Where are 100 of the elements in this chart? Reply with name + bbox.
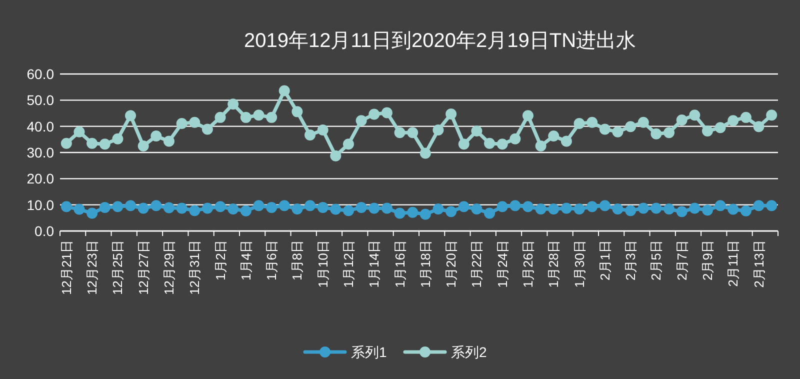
point <box>304 200 316 212</box>
x-tick-label: 12月25日 <box>110 240 126 295</box>
point <box>278 85 290 96</box>
x-tick-label: 2月1日 <box>597 240 612 280</box>
point <box>60 138 72 149</box>
point <box>753 200 764 212</box>
point <box>714 200 726 212</box>
point <box>586 201 598 212</box>
point <box>625 121 636 132</box>
point <box>484 138 496 149</box>
point <box>535 140 546 152</box>
point <box>86 208 98 219</box>
point <box>753 121 764 132</box>
point <box>240 205 252 216</box>
x-tick-label: 12月27日 <box>136 240 151 295</box>
point <box>664 204 675 215</box>
point <box>125 200 136 212</box>
point <box>420 208 431 220</box>
point <box>381 202 392 214</box>
point <box>356 202 367 213</box>
point <box>368 108 380 120</box>
point <box>484 208 496 219</box>
point <box>394 127 406 138</box>
x-tick-label: 1月12日 <box>340 240 356 288</box>
point <box>599 200 610 212</box>
point <box>446 108 457 120</box>
point <box>394 208 406 219</box>
point <box>99 138 110 150</box>
point <box>99 202 110 213</box>
point <box>138 202 149 214</box>
y-tick-label: 20.0 <box>26 170 54 187</box>
x-tick-label: 1月28日 <box>546 240 562 288</box>
point <box>612 204 624 215</box>
point <box>330 204 342 215</box>
x-tick-label: 1月16日 <box>392 240 408 288</box>
x-tick-label: 2月5日 <box>648 240 664 280</box>
point <box>342 138 354 150</box>
point <box>446 206 457 218</box>
point <box>471 204 482 215</box>
point <box>342 205 354 216</box>
point <box>689 110 700 121</box>
point <box>458 138 470 150</box>
point <box>163 202 174 214</box>
point <box>407 127 418 138</box>
x-tick-label: 1月4日 <box>238 240 254 280</box>
y-tick-label: 10.0 <box>26 196 54 213</box>
x-tick-label: 1月22日 <box>469 240 484 288</box>
point <box>317 202 328 213</box>
x-tick-label: 1月18日 <box>418 240 433 288</box>
y-tick-label: 0.0 <box>34 223 54 239</box>
point <box>432 204 444 215</box>
point <box>728 115 739 126</box>
x-tick-label: 12月23日 <box>84 240 100 295</box>
y-tick-label: 30.0 <box>26 144 54 160</box>
point <box>150 200 162 212</box>
point <box>86 138 98 149</box>
point <box>496 138 508 150</box>
point <box>112 133 124 144</box>
point <box>228 204 239 215</box>
point <box>650 202 662 214</box>
point <box>766 110 778 121</box>
title: 2019年12月11日到2020年2月19日TN进出水 <box>244 30 636 52</box>
x-tick-label: 2月11日 <box>726 240 741 287</box>
x-tick-label: 1月30日 <box>572 240 587 288</box>
point <box>522 201 534 212</box>
point <box>766 200 778 212</box>
point <box>368 202 380 214</box>
legend-label: 系列1 <box>351 344 387 360</box>
x-tick-label: 2月7日 <box>674 240 690 280</box>
point <box>253 200 264 212</box>
point <box>253 110 264 121</box>
y-tick-label: 50.0 <box>26 92 54 108</box>
point <box>548 204 560 215</box>
point <box>74 204 85 215</box>
point <box>650 128 662 140</box>
point <box>560 136 572 147</box>
point <box>202 124 213 135</box>
point <box>266 112 278 123</box>
point <box>266 202 278 213</box>
point <box>304 129 316 140</box>
point <box>702 126 713 137</box>
point <box>510 133 521 144</box>
point <box>702 204 713 216</box>
point <box>150 130 162 142</box>
y-tick-label: 60.0 <box>26 66 54 82</box>
point <box>676 114 688 126</box>
point <box>176 118 188 129</box>
x-tick-label: 1月10日 <box>315 240 330 288</box>
x-tick-label: 1月26日 <box>520 240 536 288</box>
point <box>548 130 560 142</box>
point <box>420 148 431 159</box>
point <box>202 202 213 214</box>
point <box>189 116 200 128</box>
point <box>381 107 392 118</box>
point <box>432 124 444 136</box>
x-tick-label: 2月13日 <box>751 240 766 288</box>
point <box>458 201 470 212</box>
point <box>574 118 585 129</box>
x-tick-label: 1月24日 <box>494 240 510 288</box>
point <box>228 98 239 110</box>
